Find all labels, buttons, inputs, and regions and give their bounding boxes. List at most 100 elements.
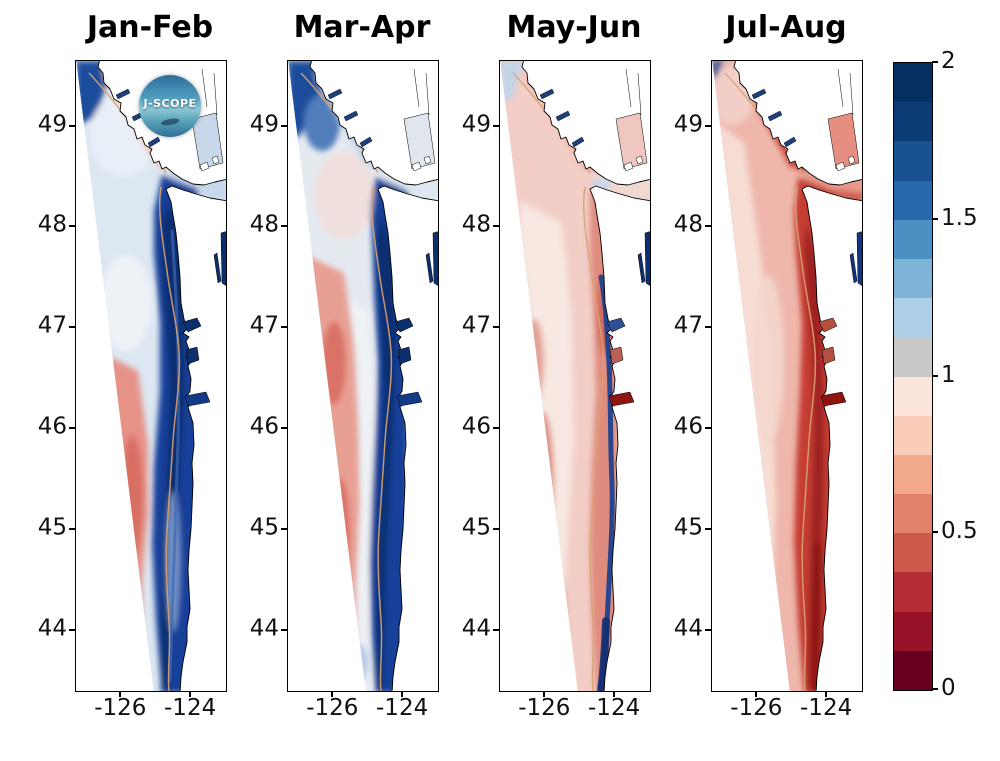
lon-tick-label: -126	[94, 695, 147, 721]
lon-tick-label: -124	[376, 695, 429, 721]
lat-tick-label: 49	[673, 111, 703, 138]
lat-tick-label: 48	[249, 211, 279, 238]
jscope-logo: J-SCOPE	[139, 75, 201, 137]
lon-tick-mark	[755, 691, 758, 697]
colorbar-tick-mark	[932, 531, 938, 534]
colorbar-tick-label: 0.5	[941, 518, 978, 545]
lon-tick-mark	[331, 691, 334, 697]
colorbar-segments	[894, 63, 932, 690]
lon-tick-label: -124	[164, 695, 217, 721]
colorbar-segment	[894, 180, 932, 220]
lat-tick-label: 44	[37, 615, 67, 642]
lat-tick-label: 45	[461, 514, 491, 541]
lat-tick-mark	[281, 628, 287, 631]
lat-tick-mark	[69, 527, 75, 530]
colorbar-tick-mark	[932, 61, 938, 63]
lat-tick-mark	[281, 326, 287, 329]
lon-tick-mark	[543, 691, 546, 697]
panel-title-marapr: Mar-Apr	[293, 10, 431, 45]
lat-tick-label: 46	[461, 413, 491, 440]
whale-icon	[160, 117, 180, 127]
lat-tick-mark	[705, 628, 711, 631]
lat-tick-label: 49	[249, 111, 279, 138]
colorbar-segment	[894, 572, 932, 612]
lat-tick-mark	[705, 225, 711, 228]
colorbar-segment	[894, 258, 932, 299]
map-julaug	[711, 60, 863, 692]
colorbar-tick-label: 0	[941, 675, 956, 702]
lat-tick-mark	[705, 527, 711, 530]
lat-tick-mark	[281, 527, 287, 530]
colorbar-segment	[894, 415, 932, 455]
lat-tick-mark	[493, 225, 499, 228]
lat-tick-label: 47	[37, 312, 67, 339]
lon-tick-mark	[119, 691, 122, 697]
map-svg-2	[500, 61, 650, 691]
lon-tick-mark	[401, 691, 404, 697]
colorbar-tick-label: 1.5	[941, 204, 978, 231]
colorbar-segment	[894, 298, 932, 338]
lat-tick-mark	[69, 326, 75, 329]
lat-tick-label: 47	[461, 312, 491, 339]
lat-tick-mark	[705, 326, 711, 329]
lon-tick-label: -124	[800, 695, 853, 721]
map-svg-3	[712, 61, 862, 691]
lon-tick-mark	[189, 691, 192, 697]
lat-tick-label: 44	[673, 615, 703, 642]
lat-tick-mark	[69, 124, 75, 127]
lat-tick-label: 48	[673, 211, 703, 238]
colorbar-segment	[894, 650, 932, 690]
lat-tick-mark	[69, 628, 75, 631]
lat-tick-mark	[281, 426, 287, 429]
lat-tick-label: 46	[673, 413, 703, 440]
lat-tick-mark	[493, 527, 499, 530]
colorbar-segment	[894, 102, 932, 142]
colorbar-segment	[894, 63, 932, 103]
lat-tick-label: 49	[461, 111, 491, 138]
lat-tick-label: 46	[249, 413, 279, 440]
lat-tick-label: 45	[37, 514, 67, 541]
map-janfeb	[75, 60, 227, 692]
lat-tick-mark	[493, 426, 499, 429]
colorbar-segment	[894, 141, 932, 181]
lat-tick-mark	[281, 124, 287, 127]
lat-tick-label: 49	[37, 111, 67, 138]
jscope-logo-text: J-SCOPE	[143, 96, 197, 110]
map-svg-0	[76, 61, 226, 691]
map-svg-1	[288, 61, 438, 691]
lat-tick-mark	[69, 225, 75, 228]
map-marapr	[287, 60, 439, 692]
colorbar-tick-mark	[932, 688, 938, 690]
lon-tick-label: -126	[730, 695, 783, 721]
lat-tick-label: 48	[461, 211, 491, 238]
lat-tick-mark	[705, 124, 711, 127]
lat-tick-label: 45	[673, 514, 703, 541]
lat-tick-mark	[493, 124, 499, 127]
colorbar	[893, 62, 933, 691]
colorbar-tick-label: 1	[941, 361, 956, 388]
panel-title-mayjun: May-Jun	[506, 10, 642, 45]
colorbar-tick-mark	[932, 374, 938, 377]
lat-tick-label: 44	[249, 615, 279, 642]
lon-tick-mark	[825, 691, 828, 697]
colorbar-segment	[894, 454, 932, 495]
lon-tick-label: -124	[588, 695, 641, 721]
panel-title-julaug: Jul-Aug	[725, 10, 847, 45]
lon-tick-mark	[613, 691, 616, 697]
colorbar-segment	[894, 337, 932, 377]
lat-tick-mark	[493, 628, 499, 631]
lat-tick-mark	[281, 225, 287, 228]
colorbar-tick-mark	[932, 217, 938, 220]
lat-tick-mark	[493, 326, 499, 329]
colorbar-segment	[894, 533, 932, 573]
colorbar-tick-label: 2	[941, 48, 956, 75]
colorbar-segment	[894, 219, 932, 259]
lon-tick-label: -126	[518, 695, 571, 721]
map-mayjun	[499, 60, 651, 692]
lat-tick-label: 47	[249, 312, 279, 339]
colorbar-segment	[894, 376, 932, 416]
lat-tick-label: 46	[37, 413, 67, 440]
lat-tick-mark	[705, 426, 711, 429]
colorbar-segment	[894, 494, 932, 534]
